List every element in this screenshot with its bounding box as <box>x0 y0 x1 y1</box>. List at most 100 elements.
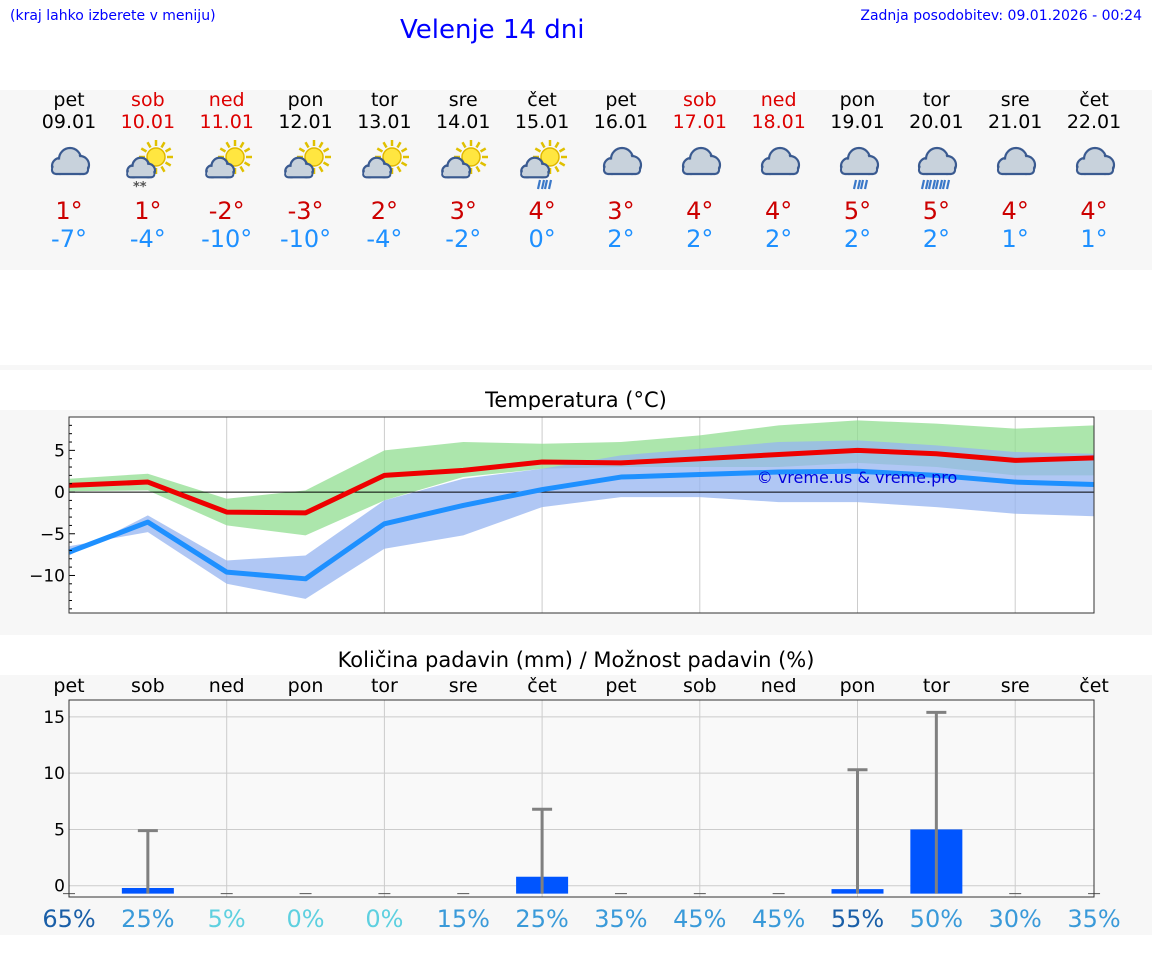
cloud-shape <box>918 146 958 176</box>
cloudy-icon <box>50 146 91 176</box>
category-label: pon <box>288 675 324 697</box>
sun-ray <box>558 161 566 167</box>
day-name: ned <box>208 89 245 111</box>
day-date: 15.01 <box>514 111 570 133</box>
sun-ray <box>164 147 172 153</box>
sun-ray <box>401 161 408 167</box>
cloud-fill <box>1078 166 1113 173</box>
sun-disc <box>461 147 481 167</box>
category-label: ned <box>761 675 797 697</box>
temp-max: 4° <box>528 197 556 225</box>
temp-max: 4° <box>1001 197 1029 225</box>
partly-sunny-snow-icon: ** <box>125 140 173 195</box>
temp-max: 4° <box>765 197 793 225</box>
cloud-fill <box>285 171 312 177</box>
probability-label: 15% <box>437 905 490 933</box>
cloud-fill <box>762 166 797 173</box>
temp-max: 5° <box>843 197 872 225</box>
temp-max: -2° <box>208 197 245 225</box>
sun-ray <box>534 147 542 153</box>
separator-band <box>0 365 1152 370</box>
temperature-chart: 5 0 −5 −10 © vreme.us & vreme.pro <box>29 416 1095 614</box>
y-tick-label: 5 <box>54 820 65 840</box>
rain-drop <box>863 179 868 190</box>
cloud-fill <box>999 166 1034 173</box>
cloud-shape <box>50 146 91 176</box>
cloud-fill <box>841 166 876 173</box>
partly-sunny-icon <box>283 140 331 179</box>
cloud-fill <box>206 171 233 177</box>
day-name: sob <box>683 89 717 111</box>
y-tick-label: −5 <box>40 525 65 545</box>
sun-ray <box>475 141 481 149</box>
day-date: 13.01 <box>357 111 412 133</box>
sun-disc <box>224 147 245 167</box>
temp-min: -10° <box>201 225 253 253</box>
day-name: tor <box>922 89 950 111</box>
category-label: ned <box>209 675 245 697</box>
day-column: sob 10.01 ** 1° -4° <box>109 89 187 253</box>
rain-drop <box>935 179 940 190</box>
y-tick-label: 5 <box>54 441 65 461</box>
cloud-fill <box>127 171 154 177</box>
rain-drop <box>856 179 861 190</box>
probability-label: 30% <box>989 905 1042 933</box>
cloudy-heavy-rain-icon <box>918 146 958 190</box>
cloud-shape <box>362 156 393 179</box>
day-name: sob <box>131 89 165 111</box>
rain-drop <box>852 179 857 190</box>
sun-ray <box>160 141 166 149</box>
cloud-shape <box>839 146 879 176</box>
sun-ray <box>558 147 566 153</box>
cloud-fill <box>53 166 87 173</box>
probability-label: 55% <box>831 905 884 933</box>
day-name: pet <box>53 89 85 111</box>
sun-ray <box>396 141 402 149</box>
temp-min: 1° <box>1001 225 1029 253</box>
category-label: pet <box>605 675 636 697</box>
temp-min: -7° <box>51 225 87 253</box>
day-column: čet 22.01 4° 1° <box>1055 89 1133 253</box>
temp-min: 2° <box>686 225 714 253</box>
sun-ray <box>554 165 560 173</box>
cloudy-icon <box>1075 146 1116 176</box>
day-name: tor <box>370 89 398 111</box>
category-label: sob <box>683 675 717 697</box>
temp-max: -3° <box>287 197 324 225</box>
category-label: čet <box>1079 675 1109 697</box>
rain-drop <box>537 179 542 190</box>
rain-drop <box>544 179 549 190</box>
sun-ray <box>140 147 147 153</box>
partly-sunny-icon <box>362 140 410 179</box>
day-date: 16.01 <box>593 111 649 133</box>
day-date: 14.01 <box>436 111 491 133</box>
temp-min: 2° <box>922 225 950 253</box>
partly-sunny-rain-icon <box>520 140 568 190</box>
temp-max: 1° <box>55 197 83 225</box>
probability-label: 45% <box>752 905 805 933</box>
sun-ray <box>401 147 408 153</box>
partly-sunny-icon <box>441 140 489 179</box>
cloud-fill <box>522 171 548 177</box>
watermark: © vreme.us & vreme.pro <box>757 468 958 487</box>
cloud-fill <box>683 166 718 173</box>
temp-min: 0° <box>528 225 556 253</box>
last-updated: Zadnja posodobitev: 09.01.2026 - 00:24 <box>860 8 1142 24</box>
partly-sunny-snow-icon: ** <box>125 140 173 195</box>
day-date: 09.01 <box>41 111 97 133</box>
rain-drop <box>541 179 546 190</box>
day-name: pon <box>839 89 876 111</box>
day-column: ned 11.01 -2° -10° <box>188 89 266 253</box>
cloudy-rain-icon <box>839 146 879 190</box>
rain-drop <box>932 179 937 190</box>
cloud-fill <box>364 171 390 177</box>
day-name: pet <box>605 89 637 111</box>
probability-label: 0% <box>287 905 325 933</box>
category-label: sre <box>1001 675 1030 697</box>
rain-drop <box>859 179 864 190</box>
sun-ray <box>540 141 546 149</box>
sun-ray <box>243 161 251 167</box>
cloud-shape <box>997 146 1037 176</box>
temp-max: 2° <box>370 197 399 225</box>
temp-max: 4° <box>686 197 714 225</box>
